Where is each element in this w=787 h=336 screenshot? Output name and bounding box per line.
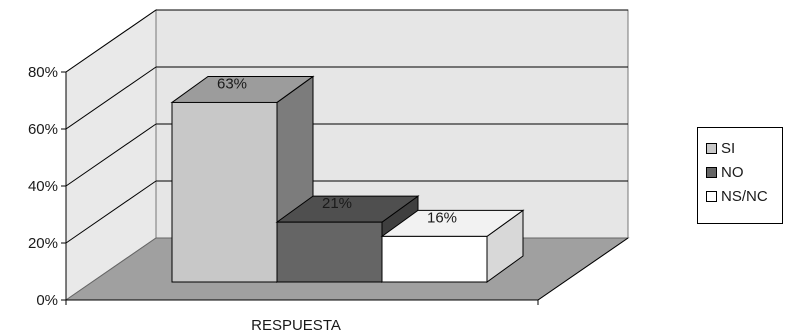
y-tick-label: 40% — [28, 178, 58, 195]
legend-swatch-no — [706, 166, 717, 178]
legend-item-nsnc: NS/NC — [706, 184, 782, 208]
y-tick-label: 0% — [36, 292, 58, 309]
y-tick-label: 20% — [28, 235, 58, 252]
legend-item-si: SI — [706, 136, 782, 160]
side-gridline — [65, 180, 157, 244]
legend-label-no: NO — [721, 163, 744, 181]
legend-item-no: NO — [706, 160, 782, 184]
y-tick-label: 60% — [28, 121, 58, 138]
x-axis-label: RESPUESTA — [251, 317, 341, 334]
labels: 63% 21% 16% — [217, 75, 457, 226]
side-gridline — [65, 9, 157, 73]
bar-si — [171, 101, 278, 283]
data-label-no: 21% — [322, 195, 352, 212]
y-tick-label: 80% — [28, 64, 58, 81]
legend-label-nsnc: NS/NC — [721, 187, 768, 205]
bars — [170, 75, 525, 283]
bar-nsnc — [381, 235, 488, 283]
floor-edge-line — [537, 237, 629, 301]
legend-swatch-nsnc — [706, 190, 717, 202]
legend-label-si: SI — [721, 139, 736, 157]
side-gridline — [65, 66, 157, 130]
legend: SI NO NS/NC — [697, 127, 783, 224]
legend-swatch-si — [706, 142, 717, 154]
side-gridline — [65, 123, 157, 187]
data-label-si: 63% — [217, 75, 247, 92]
bar-no — [276, 221, 383, 283]
axes: 0% 20% 40% 60% 80% — [28, 64, 629, 309]
data-label-nsnc: 16% — [427, 209, 457, 226]
